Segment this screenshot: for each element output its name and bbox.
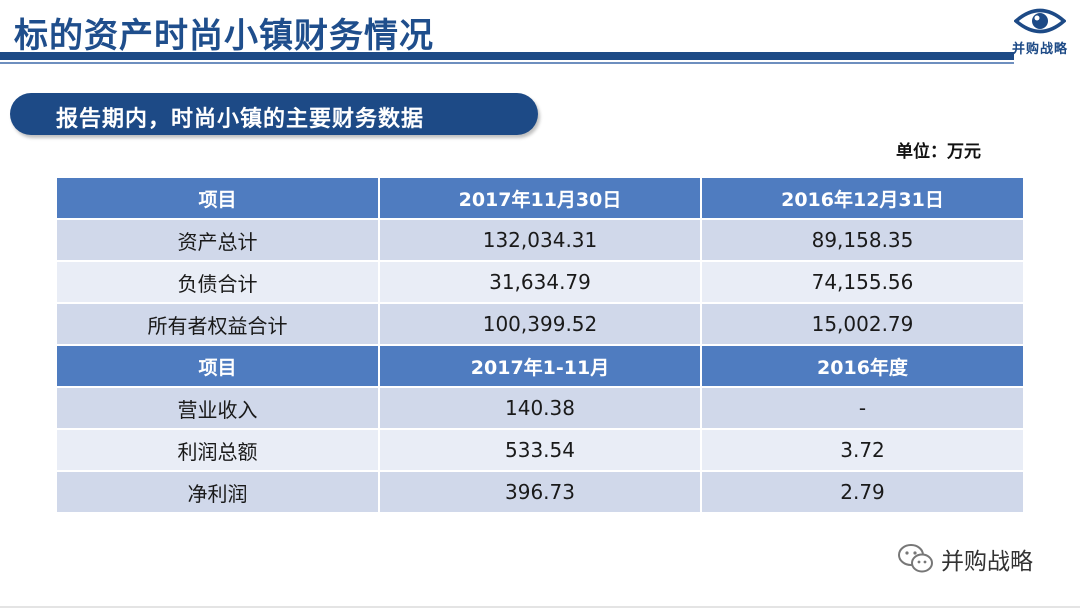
logo-text: 并购战略 (1011, 42, 1068, 57)
section-heading-text: 报告期内，时尚小镇的主要财务数据 (56, 107, 425, 132)
header-cell: 2016年12月31日 (701, 178, 1023, 220)
value-cell: 140.38 (379, 387, 702, 430)
table-header-row: 项目 2017年1-11月 2016年度 (57, 345, 1023, 388)
row-label: 净利润 (57, 471, 380, 514)
row-label: 负债合计 (57, 261, 380, 304)
table-row: 所有者权益合计 100,399.52 15,002.79 (57, 303, 1023, 346)
slide-title: 标的资产时尚小镇财务情况 (14, 16, 434, 56)
watermark: 并购战略 (897, 542, 1033, 576)
table-header-row: 项目 2017年11月30日 2016年12月31日 (57, 178, 1023, 220)
header-cell: 2017年1-11月 (379, 345, 702, 388)
header-cell: 项目 (57, 178, 380, 220)
table-row: 资产总计 132,034.31 89,158.35 (57, 219, 1023, 262)
value-cell: 100,399.52 (379, 303, 702, 346)
value-cell: 3.72 (701, 429, 1023, 472)
row-label: 资产总计 (57, 219, 380, 262)
row-label: 营业收入 (57, 387, 380, 430)
table-row: 利润总额 533.54 3.72 (57, 429, 1023, 472)
financial-table: 项目 2017年11月30日 2016年12月31日 资产总计 132,034.… (57, 178, 1023, 514)
value-cell: 533.54 (379, 429, 702, 472)
table-row: 净利润 396.73 2.79 (57, 471, 1023, 514)
wechat-icon (898, 544, 933, 573)
row-label: 所有者权益合计 (57, 303, 380, 346)
value-cell: 396.73 (379, 471, 702, 514)
row-label: 利润总额 (57, 429, 380, 472)
table-row: 营业收入 140.38 - (57, 387, 1023, 430)
value-cell: - (701, 387, 1023, 430)
value-cell: 31,634.79 (379, 261, 702, 304)
logo: 并购战略 (1010, 6, 1070, 64)
title-underline (0, 52, 1014, 60)
eye-icon (1014, 8, 1066, 34)
value-cell: 132,034.31 (379, 219, 702, 262)
section-heading: 报告期内，时尚小镇的主要财务数据 (10, 93, 538, 135)
bottom-divider (0, 606, 1080, 608)
unit-label: 单位：万元 (896, 142, 981, 162)
title-underline-thin (0, 62, 1014, 64)
value-cell: 89,158.35 (701, 219, 1023, 262)
value-cell: 74,155.56 (701, 261, 1023, 304)
watermark-text: 并购战略 (941, 549, 1033, 575)
header-cell: 2017年11月30日 (379, 178, 702, 220)
header-cell: 2016年度 (701, 345, 1023, 388)
table-row: 负债合计 31,634.79 74,155.56 (57, 261, 1023, 304)
value-cell: 2.79 (701, 471, 1023, 514)
header-cell: 项目 (57, 345, 380, 388)
value-cell: 15,002.79 (701, 303, 1023, 346)
